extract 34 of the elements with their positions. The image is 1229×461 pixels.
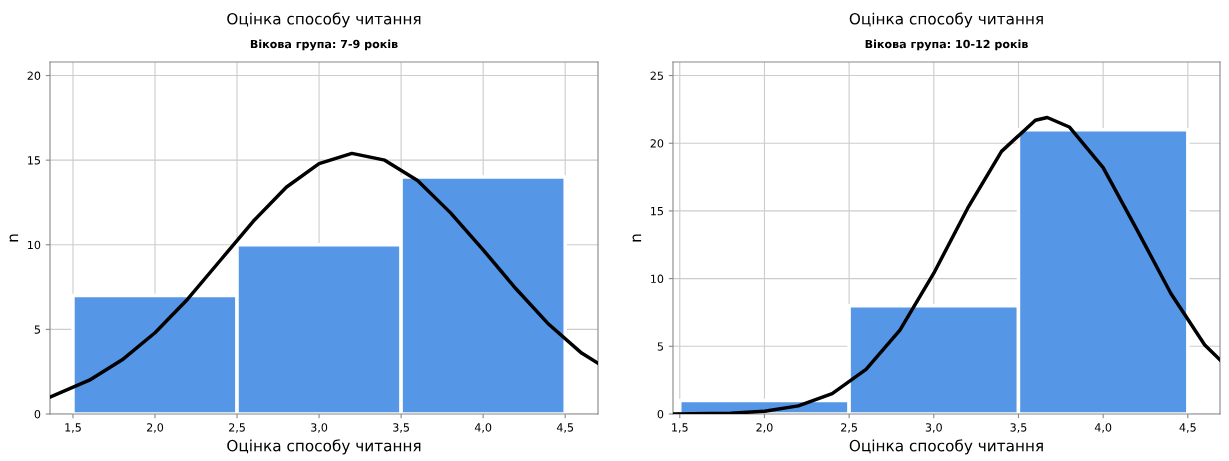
y-tick-label: 5: [34, 325, 40, 334]
x-tick-label: 2,5: [841, 423, 857, 433]
y-tick-label: 10: [28, 240, 41, 250]
x-tick-label: 1,5: [672, 423, 688, 433]
y-tick-label: 20: [650, 139, 664, 148]
y-tick-label: 15: [28, 156, 40, 165]
x-tick-label: 3,0: [925, 423, 942, 433]
line-series: [50, 151, 598, 399]
x-tick-label: 3,5: [393, 423, 409, 433]
x-tick-label: 4,0: [474, 423, 492, 433]
chart-subtitle: Вікова група: 10-12 років: [865, 39, 1028, 51]
y-tick-label: 0: [657, 409, 664, 419]
y-tick-label: 20: [27, 71, 41, 80]
x-tick-label: 4,0: [1094, 423, 1112, 433]
x-tick-label: 4,5: [1179, 423, 1196, 433]
x-tick-label: 3,5: [1010, 423, 1027, 433]
chart-title: Оцінка способу читання: [849, 12, 1043, 28]
y-tick-label: 25: [650, 71, 663, 80]
y-axis-title: n: [632, 234, 642, 242]
x-tick-label: 2,0: [146, 423, 164, 433]
y-axis-title: n: [9, 234, 19, 242]
x-tick-label: 4,5: [556, 423, 574, 433]
y-tick-label: 0: [34, 409, 41, 419]
y-tick-label: 5: [657, 342, 663, 351]
x-tick-label: 1,5: [65, 423, 81, 433]
x-tick-label: 3,0: [311, 423, 328, 433]
x-tick-label: 2,0: [756, 423, 773, 433]
y-tick-label: 10: [651, 274, 664, 283]
x-axis-title: Оцінка способу читання: [849, 439, 1043, 455]
y-tick-label: 15: [651, 207, 663, 216]
chart-title: Оцінка способу читання: [227, 12, 421, 28]
chart-subtitle: Вікова група: 7-9 років: [250, 39, 398, 51]
x-axis-title: Оцінка способу читання: [227, 439, 421, 455]
x-tick-label: 2,5: [229, 423, 245, 433]
